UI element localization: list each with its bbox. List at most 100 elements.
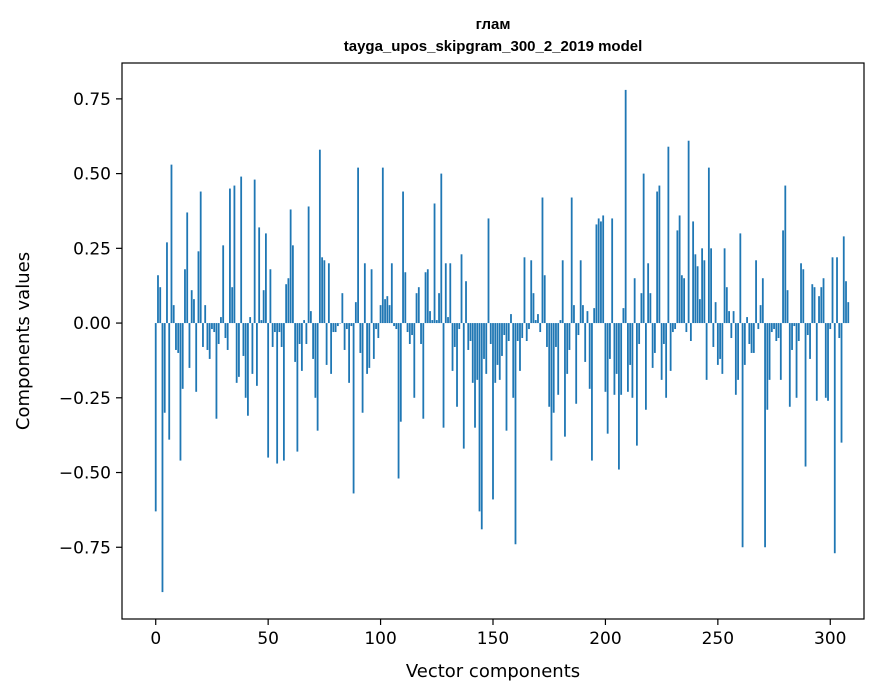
bar-35 bbox=[234, 186, 236, 324]
bar-173 bbox=[544, 275, 546, 323]
bar-95 bbox=[368, 323, 370, 368]
bar-149 bbox=[490, 323, 492, 344]
bar-38 bbox=[240, 177, 242, 323]
bar-187 bbox=[575, 323, 577, 404]
bar-58 bbox=[285, 284, 287, 323]
bar-304 bbox=[838, 323, 840, 338]
bar-269 bbox=[760, 305, 762, 323]
bar-246 bbox=[708, 168, 710, 323]
bar-207 bbox=[620, 323, 622, 395]
bar-184 bbox=[569, 323, 571, 350]
bar-185 bbox=[571, 198, 573, 324]
bar-46 bbox=[258, 227, 260, 323]
bar-87 bbox=[350, 323, 352, 326]
bar-232 bbox=[676, 230, 678, 323]
bar-191 bbox=[584, 323, 586, 362]
bar-192 bbox=[587, 311, 589, 323]
bar-116 bbox=[416, 293, 418, 323]
bar-218 bbox=[645, 323, 647, 410]
bar-14 bbox=[186, 212, 188, 323]
bar-294 bbox=[816, 323, 818, 401]
bar-39 bbox=[243, 323, 245, 356]
bar-288 bbox=[802, 269, 804, 323]
bar-19 bbox=[198, 251, 200, 323]
bar-62 bbox=[294, 323, 296, 362]
bar-21 bbox=[202, 323, 204, 347]
bar-277 bbox=[778, 323, 780, 338]
bar-78 bbox=[330, 323, 332, 374]
y-tick-label: −0.75 bbox=[59, 538, 111, 558]
bar-112 bbox=[407, 323, 409, 332]
bar-59 bbox=[287, 278, 289, 323]
bar-305 bbox=[841, 323, 843, 443]
bar-226 bbox=[663, 323, 665, 344]
bar-245 bbox=[706, 323, 708, 380]
bar-110 bbox=[402, 192, 404, 324]
bar-300 bbox=[829, 323, 831, 329]
bar-155 bbox=[503, 323, 505, 335]
bar-273 bbox=[769, 323, 771, 380]
bar-179 bbox=[557, 323, 559, 395]
bar-27 bbox=[216, 323, 218, 419]
bar-175 bbox=[548, 323, 550, 407]
bar-240 bbox=[694, 254, 696, 323]
bar-86 bbox=[348, 323, 350, 383]
bar-115 bbox=[413, 323, 415, 398]
bar-93 bbox=[364, 263, 366, 323]
bar-200 bbox=[605, 323, 607, 392]
bar-276 bbox=[775, 323, 777, 341]
bar-98 bbox=[375, 323, 377, 329]
bar-24 bbox=[209, 323, 211, 359]
bar-43 bbox=[252, 323, 254, 374]
bar-119 bbox=[422, 323, 424, 419]
bar-295 bbox=[818, 296, 820, 323]
bar-160 bbox=[515, 323, 517, 544]
bar-89 bbox=[355, 302, 357, 323]
bar-241 bbox=[697, 266, 699, 323]
x-tick-label: 100 bbox=[364, 629, 396, 649]
bar-169 bbox=[535, 320, 537, 323]
bar-90 bbox=[357, 168, 359, 323]
bar-129 bbox=[445, 263, 447, 323]
bar-53 bbox=[274, 323, 276, 332]
bar-194 bbox=[591, 323, 593, 461]
bar-195 bbox=[593, 308, 595, 323]
bar-49 bbox=[265, 233, 267, 323]
bar-9 bbox=[175, 323, 177, 350]
bar-6 bbox=[168, 323, 170, 440]
bar-182 bbox=[564, 323, 566, 437]
bar-181 bbox=[562, 260, 564, 323]
bar-156 bbox=[506, 323, 508, 431]
bar-253 bbox=[724, 248, 726, 323]
bar-50 bbox=[267, 323, 269, 458]
bar-32 bbox=[227, 323, 229, 350]
bar-13 bbox=[184, 269, 186, 323]
bar-106 bbox=[393, 323, 395, 326]
bar-75 bbox=[323, 260, 325, 323]
bar-4 bbox=[164, 323, 166, 413]
bar-120 bbox=[425, 272, 427, 323]
bar-174 bbox=[546, 323, 548, 347]
bar-210 bbox=[627, 323, 629, 392]
bar-243 bbox=[701, 248, 703, 323]
y-tick-label: −0.50 bbox=[59, 464, 111, 484]
bar-212 bbox=[632, 323, 634, 398]
bar-22 bbox=[204, 305, 206, 323]
y-axis-label: Components values bbox=[13, 252, 34, 430]
bar-262 bbox=[744, 323, 746, 365]
bar-117 bbox=[418, 287, 420, 323]
bar-7 bbox=[171, 165, 173, 323]
bar-138 bbox=[465, 281, 467, 323]
bar-107 bbox=[395, 323, 397, 329]
bar-47 bbox=[261, 320, 263, 323]
bar-234 bbox=[681, 275, 683, 323]
bar-162 bbox=[519, 323, 521, 371]
y-tick-label: 0.50 bbox=[73, 165, 111, 185]
bar-133 bbox=[454, 323, 456, 347]
bar-159 bbox=[512, 323, 514, 398]
bar-193 bbox=[589, 323, 591, 389]
bar-72 bbox=[317, 323, 319, 431]
bar-180 bbox=[560, 320, 562, 323]
bar-257 bbox=[733, 311, 735, 323]
bar-202 bbox=[609, 323, 611, 359]
